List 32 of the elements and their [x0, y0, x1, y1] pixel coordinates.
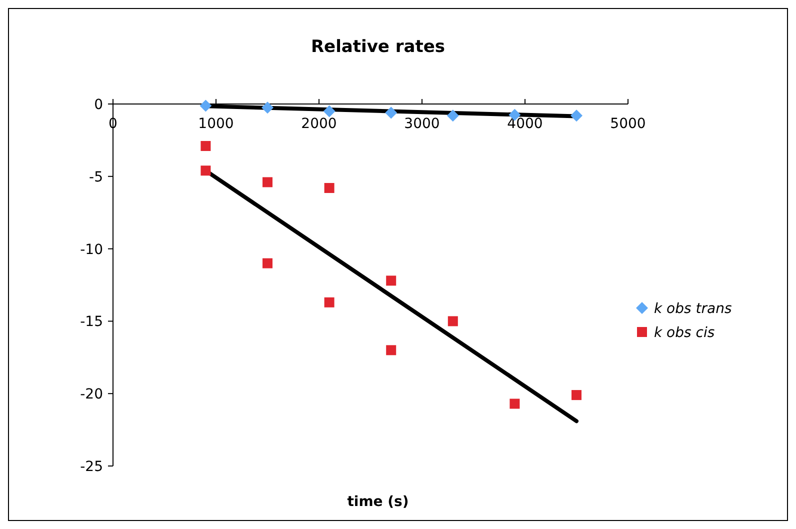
- y-tick-label: -20: [80, 386, 103, 403]
- y-tick-label: 0: [94, 97, 103, 113]
- x-tick-label: 1000: [198, 116, 234, 132]
- legend-label: k obs cis: [654, 325, 715, 341]
- x-tick-label: 3000: [404, 116, 440, 132]
- point: [386, 276, 396, 286]
- point: [510, 398, 520, 409]
- x-tick-label: 2000: [301, 116, 337, 132]
- point: [200, 140, 211, 151]
- point: [448, 316, 458, 326]
- point: [570, 110, 582, 122]
- point: [323, 105, 336, 118]
- x-tick-label: 5000: [610, 116, 646, 132]
- x-axis-title: time (s): [347, 494, 409, 510]
- point: [200, 100, 212, 112]
- point: [262, 258, 272, 268]
- point: [385, 106, 398, 119]
- point: [386, 345, 396, 356]
- point: [262, 177, 272, 188]
- y-tick-label: -5: [89, 169, 103, 186]
- x-tick-label: 4000: [507, 116, 543, 132]
- y-tick-label: -25: [80, 459, 103, 475]
- point: [324, 297, 334, 308]
- point: [446, 110, 459, 122]
- y-tick-label: -15: [80, 314, 103, 330]
- point: [572, 390, 582, 400]
- point: [324, 182, 334, 193]
- legend-label: k obs trans: [654, 301, 732, 317]
- y-tick-label: -10: [80, 242, 103, 258]
- chart-title: Relative rates: [310, 37, 446, 57]
- point: [200, 166, 211, 176]
- point: [262, 102, 274, 114]
